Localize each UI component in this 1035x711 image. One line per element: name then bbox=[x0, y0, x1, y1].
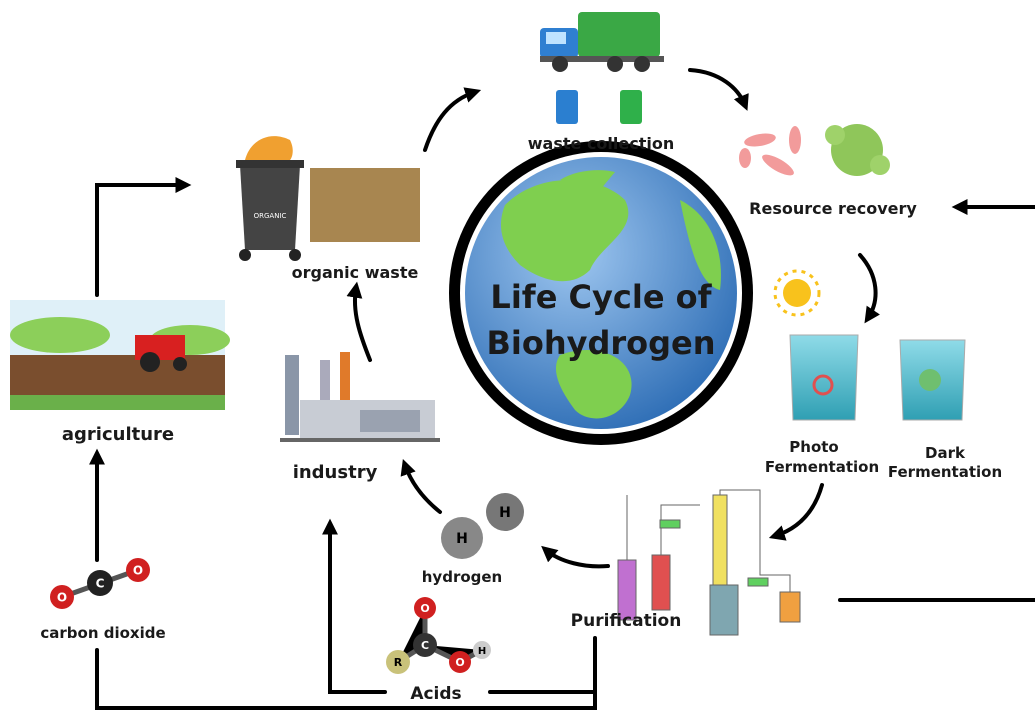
node-label: Acids bbox=[410, 684, 461, 704]
title-line: Life Cycle of bbox=[490, 278, 712, 316]
title-line: Biohydrogen bbox=[486, 324, 715, 362]
node-label: Fermentation bbox=[888, 463, 1002, 481]
truck-icon bbox=[540, 12, 664, 72]
node-label: carbon dioxide bbox=[40, 624, 165, 642]
node-label: organic waste bbox=[292, 263, 419, 282]
field-image bbox=[310, 168, 420, 242]
node-label: agriculture bbox=[62, 424, 174, 445]
agriculture-icon bbox=[10, 300, 230, 410]
beaker-icon bbox=[790, 335, 965, 420]
node-label: Resource recovery bbox=[749, 199, 917, 218]
sun-icon bbox=[775, 271, 819, 315]
bins-icon bbox=[556, 90, 642, 124]
atom-label: H bbox=[478, 646, 486, 657]
microbe-icon bbox=[739, 124, 890, 179]
bin-label: ORGANIC bbox=[254, 212, 287, 220]
node-label: Photo bbox=[789, 438, 838, 456]
diagram: Life Cycle of Biohydrogen waste collecti… bbox=[0, 0, 1035, 711]
node-label: industry bbox=[293, 462, 378, 483]
industry-icon bbox=[280, 352, 440, 442]
node-label: Dark bbox=[925, 444, 966, 462]
node-label: hydrogen bbox=[422, 568, 503, 586]
atom-label: H bbox=[499, 505, 511, 521]
atom-label: R bbox=[394, 656, 403, 669]
hydrogen-icon: H H bbox=[441, 493, 524, 559]
node-label: Fermentation bbox=[765, 458, 879, 476]
atom-label: O bbox=[455, 656, 464, 669]
co2-icon: O C O bbox=[50, 558, 150, 609]
atom-label: O bbox=[133, 564, 143, 578]
atom-label: C bbox=[96, 577, 105, 591]
organic-bin-icon: ORGANIC bbox=[236, 136, 304, 261]
atom-label: O bbox=[57, 591, 67, 605]
node-label: waste collection bbox=[528, 134, 674, 153]
acid-icon: R C O O H bbox=[386, 597, 491, 674]
atom-label: O bbox=[420, 602, 429, 615]
atom-label: H bbox=[456, 531, 468, 547]
atom-label: C bbox=[421, 639, 429, 652]
node-label: Purification bbox=[571, 611, 682, 631]
